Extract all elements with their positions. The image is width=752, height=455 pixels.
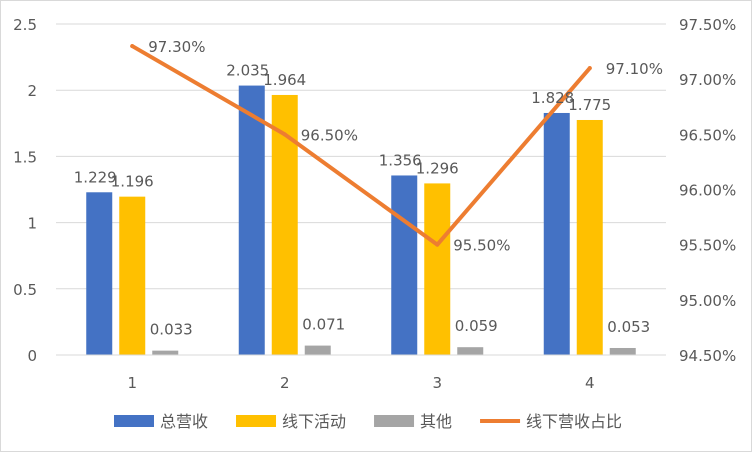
bar-data-label: 1.964 [263,71,306,89]
legend-label: 线下营收占比 [526,412,622,431]
y-left-tick-label: 0 [27,347,37,365]
y-left-tick-label: 2 [27,82,37,100]
bar-data-label: 0.071 [302,316,345,334]
line-data-label: 95.50% [453,237,510,255]
gridlines [56,23,666,290]
bar [457,347,484,355]
bar-data-label: 1.775 [568,96,611,114]
line-data-label: 97.30% [148,38,205,56]
bar [424,183,451,355]
bar-series [86,85,636,356]
bar-data-label: 0.053 [607,318,650,336]
y-right-tick-label: 96.00% [679,182,736,200]
line-point [587,66,592,71]
y-left-tick-label: 1 [27,215,37,233]
legend: 总营收 线下活动 其他 线下营收占比 [114,412,622,431]
bar-data-label: 1.229 [74,168,117,186]
bar [119,196,146,355]
legend-swatch [374,415,415,427]
bar-data-label: 1.828 [531,89,574,107]
line-point [130,44,135,49]
legend-swatch [236,415,277,427]
y-right-tick-label: 95.00% [679,292,736,310]
bar [238,85,265,355]
line-data-label: 96.50% [301,126,358,144]
x-tick-label: 1 [127,374,137,392]
legend-label: 总营收 [160,412,208,431]
bar-data-label: 0.059 [455,317,498,335]
line-point [435,242,440,247]
y-left-tick-label: 2.5 [13,16,37,34]
line-path [130,44,592,247]
bar [86,192,113,355]
line-data-label: 97.10% [606,60,663,78]
y-right-tick-label: 95.50% [679,237,736,255]
bar [576,119,603,356]
y-right-tick-label: 97.50% [679,16,736,34]
bar-data-label: 1.356 [379,151,422,169]
bar [152,350,179,355]
bar-data-label: 1.196 [111,173,154,191]
bar [391,175,418,355]
data-labels: 1.229 2.035 1.356 1.828 1.196 1.964 1.296 1.775… [74,38,663,339]
line-series [130,44,592,247]
y-right-tick-label: 97.00% [679,71,736,89]
y-left-tick-label: 0.5 [13,281,37,299]
y-right-tick-label: 94.50% [679,347,736,365]
legend-label: 线下活动 [282,412,346,431]
bar [543,112,570,355]
legend-swatch [114,415,154,427]
line-point [282,132,287,137]
bar [304,345,331,355]
x-tick-label: 3 [432,374,442,392]
bar-data-label: 1.296 [416,159,459,177]
axes: 0 0.5 1 1.5 2 2.5 94.50% 95.00% 95.50% 96.00% 96.5… [13,16,736,392]
y-right-tick-label: 96.50% [679,126,736,144]
legend-label: 其他 [420,412,452,431]
bar [609,347,636,355]
x-tick-label: 2 [280,374,290,392]
bar-data-label: 0.033 [150,321,193,339]
bar-data-label: 2.035 [226,62,269,80]
x-tick-label: 4 [585,374,595,392]
y-left-tick-label: 1.5 [13,148,37,166]
